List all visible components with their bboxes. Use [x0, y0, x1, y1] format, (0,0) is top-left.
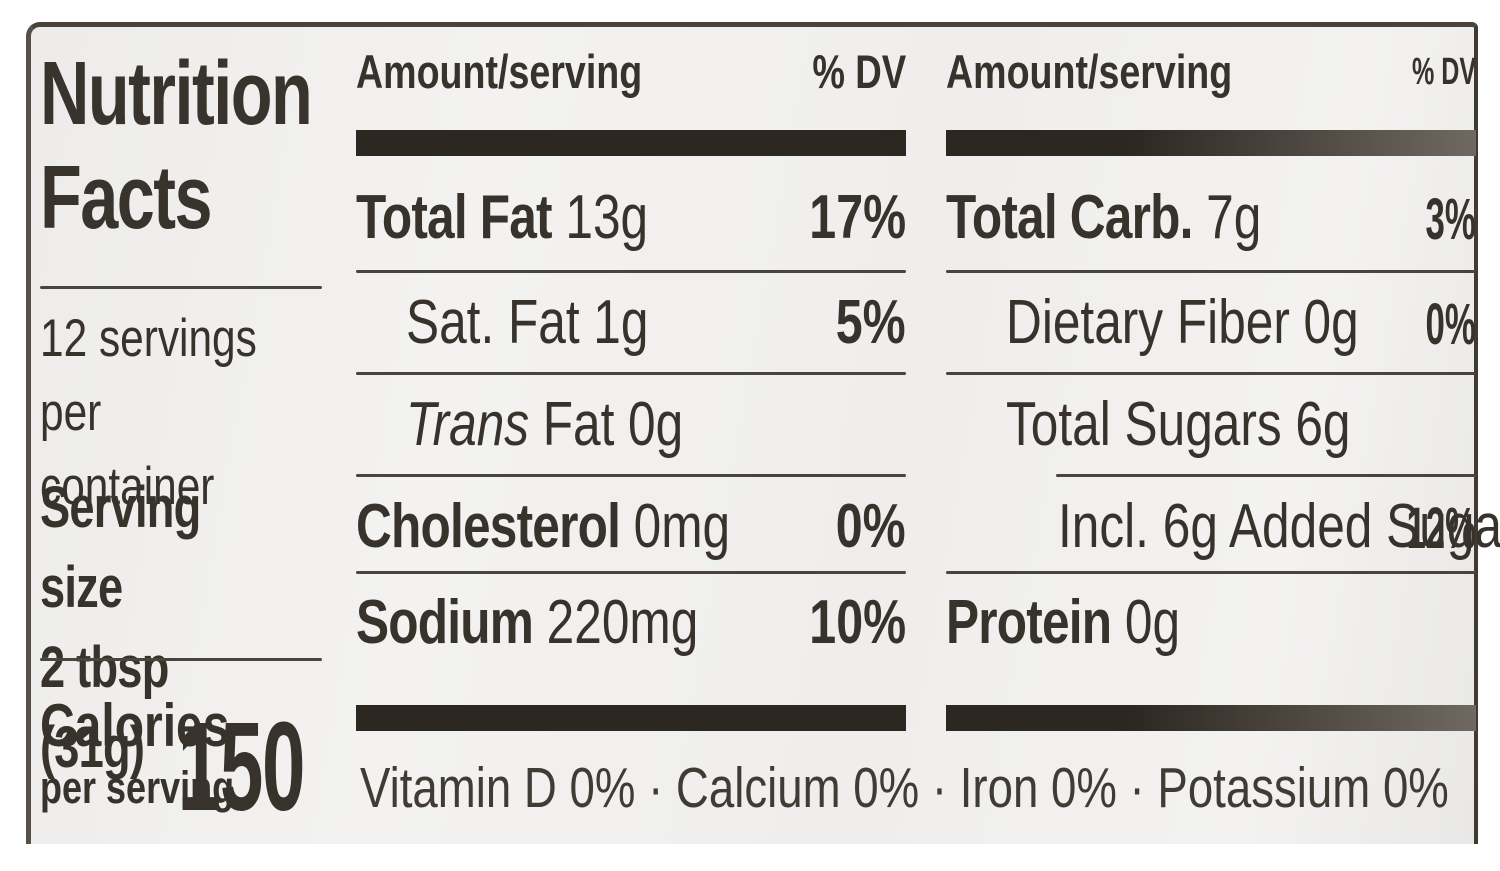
percent-dv-label: % DV — [1411, 51, 1476, 93]
title-line-1: Nutrition — [40, 44, 313, 144]
nutrient-column-2: Amount/serving % DV Total Carb. 7g 3% Di… — [946, 0, 1500, 871]
amount-serving-label: Amount/serving — [946, 45, 1233, 98]
nutrient-amount: 0mg — [633, 492, 731, 561]
row-sodium: Sodium 220mg 10% — [356, 587, 906, 661]
serving-size-label: Serving size — [40, 475, 201, 620]
column-header: Amount/serving % DV — [946, 44, 1476, 104]
percent-dv-label: % DV — [812, 45, 906, 98]
nutrient-amount: 0g — [1124, 588, 1181, 657]
column-header: Amount/serving % DV — [356, 44, 906, 104]
nutrient-name: Sodium — [356, 588, 534, 657]
row-added-sugars: Incl. 6g Added Sugars 12% — [946, 491, 1500, 565]
thick-bar — [356, 130, 906, 156]
thick-bar — [946, 130, 1476, 156]
nutrient-dv: 10% — [809, 588, 906, 657]
servings-line-2: per container — [40, 383, 215, 516]
divider-rule — [1056, 474, 1476, 477]
calories-label: Calories — [40, 692, 230, 759]
nutrient-amount: 0g — [1303, 288, 1359, 357]
row-total-sugars: Total Sugars 6g — [946, 389, 1476, 463]
nutrient-amount: 0g — [627, 390, 684, 459]
nutrient-name: Sat. Fat — [406, 288, 580, 357]
thick-bar — [356, 705, 906, 731]
nutrient-name-italic: Trans — [406, 390, 530, 459]
serving-size: Serving size 2 tbsp (31g) — [40, 468, 260, 788]
nutrient-name: Protein — [946, 588, 1112, 657]
nutrient-name: Cholesterol — [356, 492, 621, 561]
nutrient-name: Dietary Fiber — [1006, 288, 1290, 357]
servings-per-container: 12 servings per container — [40, 302, 266, 524]
divider-rule — [946, 270, 1476, 273]
nutrient-dv: 0% — [1425, 292, 1476, 357]
divider-rule — [356, 372, 906, 375]
nutrient-amount: 1g — [593, 288, 649, 357]
title-line-2: Facts — [40, 148, 213, 248]
row-sat-fat: Sat. Fat 1g 5% — [356, 287, 906, 361]
micronutrients-line: Vitamin D 0% · Calcium 0% · Iron 0% · Po… — [360, 756, 1449, 820]
divider-rule — [40, 658, 322, 661]
divider-rule — [40, 286, 322, 289]
nutrient-dv: 3% — [1425, 187, 1476, 252]
nutrient-dv: 0% — [836, 492, 906, 561]
nutrient-dv: 12% — [1406, 496, 1476, 561]
nutrient-column-1: Amount/serving % DV Total Fat 13g 17% Sa… — [356, 0, 906, 871]
thick-bar — [946, 705, 1476, 731]
divider-rule — [356, 474, 906, 477]
amount-serving-label: Amount/serving — [356, 45, 643, 98]
row-total-carb: Total Carb. 7g 3% — [946, 182, 1476, 256]
calories-sublabel: per serving — [40, 762, 235, 813]
nutrient-name: Total Fat — [356, 183, 553, 252]
divider-rule — [946, 571, 1476, 574]
divider-rule — [946, 372, 1476, 375]
summary-column: Nutrition Facts 12 servings per containe… — [40, 0, 322, 871]
divider-rule — [356, 270, 906, 273]
nutrient-amount: 7g — [1206, 183, 1262, 252]
nutrition-facts-title: Nutrition Facts — [40, 42, 313, 250]
nutrient-name: Fat — [542, 390, 615, 459]
divider-rule — [356, 571, 906, 574]
calories-per-serving: Calories per serving — [40, 690, 234, 814]
nutrient-amount: 220mg — [546, 588, 699, 657]
row-dietary-fiber: Dietary Fiber 0g 0% — [946, 287, 1476, 361]
calories-value: 150 — [177, 696, 305, 837]
row-cholesterol: Cholesterol 0mg 0% — [356, 491, 906, 565]
row-total-fat: Total Fat 13g 17% — [356, 182, 906, 256]
nutrient-dv: 17% — [809, 183, 906, 252]
nutrient-name: Incl. 6g Added Sugars — [1058, 492, 1500, 561]
servings-line-1: 12 servings — [40, 309, 257, 368]
nutrient-amount: 6g — [1295, 390, 1351, 459]
nutrient-amount: 13g — [565, 183, 649, 252]
serving-size-value: 2 tbsp (31g) — [40, 635, 169, 780]
row-trans-fat: Trans Fat 0g — [356, 389, 906, 463]
nutrient-name: Total Carb. — [946, 183, 1193, 252]
nutrient-name: Total Sugars — [1006, 390, 1282, 459]
row-protein: Protein 0g — [946, 587, 1476, 661]
nutrient-dv: 5% — [836, 288, 906, 357]
